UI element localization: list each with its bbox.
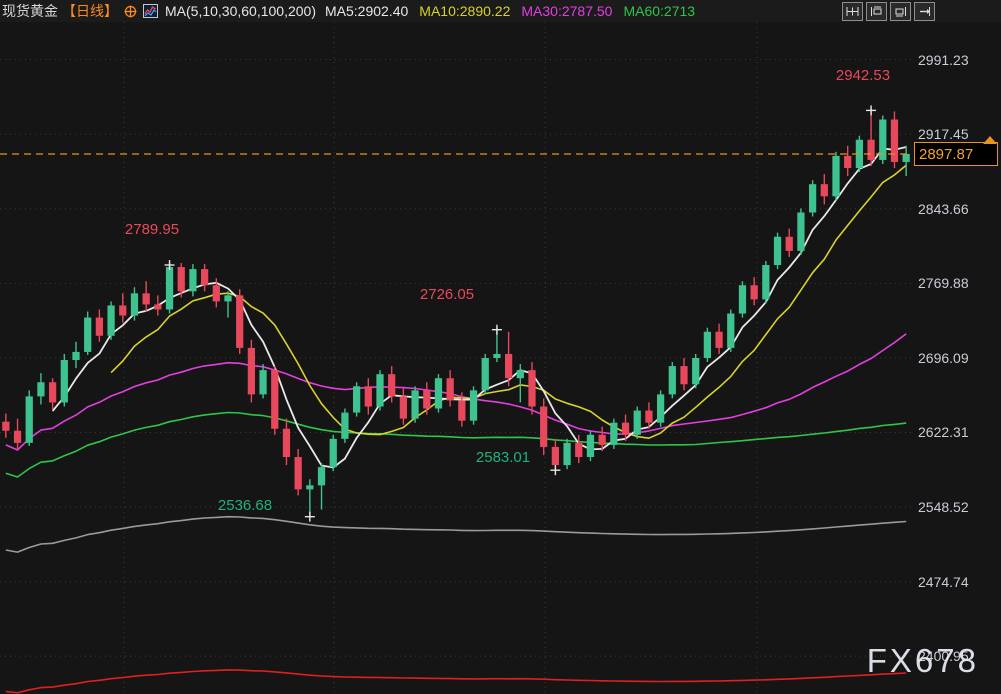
align-right-icon[interactable]	[890, 2, 911, 21]
crosshair-circle-icon[interactable]	[124, 5, 137, 18]
price-axis-tick: 2474.74	[918, 573, 969, 590]
swing-low-label: 2536.68	[217, 497, 273, 514]
ma-periods-label: MA(5,10,30,60,100,200)	[165, 3, 316, 19]
price-axis-tick: 2991.23	[918, 51, 969, 68]
swing-high-label: 2789.95	[124, 221, 180, 238]
ma60-value: MA60:2713	[623, 3, 696, 19]
chart-canvas	[0, 22, 912, 694]
price-axis[interactable]: 2991.23 2917.45 2843.66 2769.88 2696.09 2622.…	[912, 22, 1001, 694]
price-axis-tick: 2917.45	[918, 126, 969, 143]
price-axis-tick: 2769.88	[918, 275, 969, 292]
fit-crosshair-icon[interactable]	[842, 2, 863, 21]
price-plot[interactable]: 2789.95 2726.05 2942.53 2536.68 2583.01	[0, 22, 912, 694]
ma30-value: MA30:2787.50	[521, 3, 613, 19]
price-axis-tick: 2548.52	[918, 499, 969, 516]
chart-header: 现货黄金 【日线】 MA(5,10,30,60,100,200) MA5:290…	[0, 0, 1001, 22]
last-price-badge[interactable]: 2897.87	[914, 142, 998, 166]
last-price-arrow-icon	[983, 136, 997, 144]
price-axis-tick: 2622.31	[918, 424, 969, 441]
ma5-value: MA5:2902.40	[325, 3, 409, 19]
swing-high-label: 2942.53	[835, 67, 891, 84]
price-axis-tick: 2843.66	[918, 200, 969, 217]
symbol-name: 现货黄金	[2, 3, 58, 19]
period-label: 【日线】	[62, 3, 118, 19]
swing-high-label: 2726.05	[419, 286, 475, 303]
indicator-chart-icon[interactable]	[143, 4, 158, 18]
align-left-icon[interactable]	[866, 2, 887, 21]
price-axis-tick: 2696.09	[918, 349, 969, 366]
price-axis-tick: 2400.95	[918, 648, 969, 665]
shift-right-icon[interactable]	[914, 2, 935, 21]
ma10-value: MA10:2890.22	[419, 3, 511, 19]
swing-low-label: 2583.01	[475, 449, 531, 466]
watermark: FX678	[866, 642, 979, 679]
chart-toolbar	[842, 2, 935, 21]
